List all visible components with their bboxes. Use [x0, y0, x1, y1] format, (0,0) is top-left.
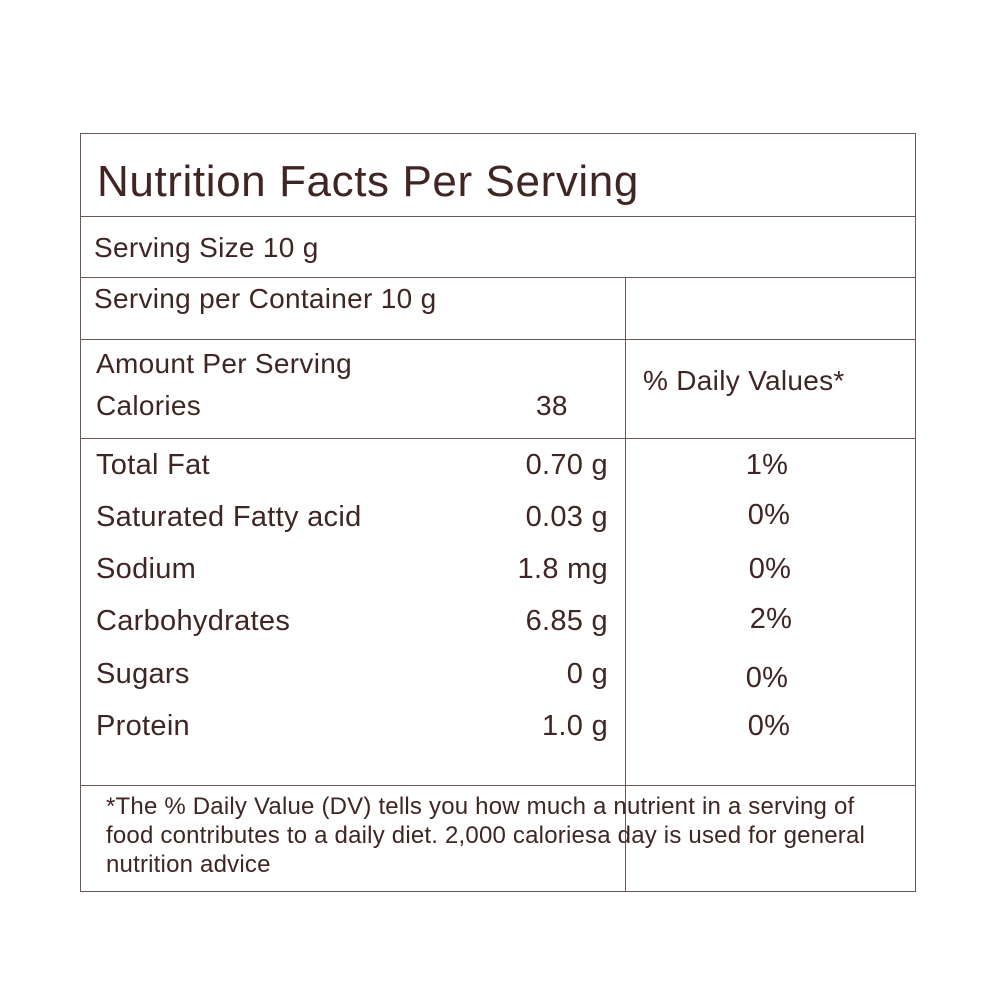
nutrient-amount-sodium: 1.8 mg — [517, 553, 608, 585]
nutrient-dv-saturated-fatty-acid: 0% — [747, 499, 791, 531]
divider-container — [81, 339, 915, 340]
serving-size: Serving Size 10 g — [94, 232, 319, 263]
divider-footnote — [81, 785, 915, 786]
nutrient-amount-sugars: 0 g — [566, 658, 608, 690]
footnote: *The % Daily Value (DV) tells you how mu… — [106, 793, 866, 878]
nutrient-name-sugars: Sugars — [96, 658, 190, 690]
nutrient-dv-total-fat: 1% — [745, 449, 789, 481]
column-divider — [625, 277, 626, 892]
nutrient-name-sodium: Sodium — [96, 553, 197, 585]
nutrient-name-total-fat: Total Fat — [96, 449, 210, 481]
divider-title — [81, 216, 915, 217]
nutrient-amount-protein: 1.0 g — [542, 710, 608, 742]
daily-values-header: % Daily Values* — [643, 365, 845, 396]
divider-header — [81, 438, 915, 439]
nutrient-dv-sugars: 0% — [745, 662, 789, 694]
nutrient-name-protein: Protein — [96, 710, 190, 742]
calories-value: 38 — [536, 390, 568, 421]
divider-serving-size — [81, 277, 915, 278]
nutrient-amount-carbohydrates: 6.85 g — [525, 605, 608, 637]
nutrition-facts-label: Nutrition Facts Per Serving Serving Size… — [80, 133, 916, 892]
nutrient-dv-sodium: 0% — [748, 553, 792, 585]
nutrient-dv-protein: 0% — [747, 710, 791, 742]
nutrient-name-saturated-fatty-acid: Saturated Fatty acid — [96, 501, 362, 533]
nutrient-amount-total-fat: 0.70 g — [525, 449, 608, 481]
amount-per-serving-label: Amount Per Serving — [96, 348, 352, 379]
nutrient-dv-carbohydrates: 2% — [749, 603, 793, 635]
serving-per-container: Serving per Container 10 g — [94, 283, 437, 314]
nutrient-name-carbohydrates: Carbohydrates — [96, 605, 291, 637]
page-title: Nutrition Facts Per Serving — [97, 157, 639, 206]
nutrient-amount-saturated-fatty-acid: 0.03 g — [525, 501, 608, 533]
calories-label: Calories — [96, 390, 202, 421]
